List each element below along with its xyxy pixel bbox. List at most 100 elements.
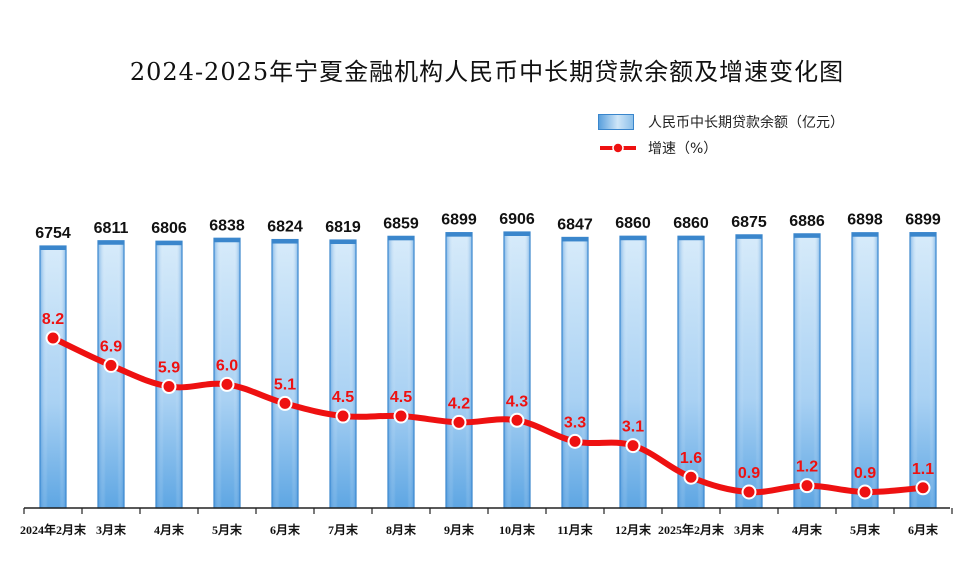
bar-cap — [214, 238, 240, 243]
bar-shade — [852, 232, 878, 508]
bar-shade — [156, 241, 182, 509]
bar-cap — [446, 232, 472, 237]
growth-point — [741, 484, 757, 500]
growth-point — [335, 408, 351, 424]
bar-cap — [736, 234, 762, 239]
growth-point — [219, 376, 235, 392]
bar-3 — [155, 240, 183, 509]
bar-10 — [561, 236, 589, 509]
growth-point — [799, 478, 815, 494]
bar-value-label: 6886 — [789, 213, 825, 230]
growth-point — [277, 395, 293, 411]
bar-shade — [272, 239, 298, 509]
bar-value-label: 6899 — [905, 212, 941, 229]
growth-value-label: 6.9 — [100, 338, 122, 355]
bar-value-label: 6898 — [847, 212, 883, 229]
bar-shade — [40, 246, 66, 508]
growth-point — [683, 469, 699, 485]
bar-13 — [735, 234, 763, 509]
x-tick-label: 3月末 — [734, 522, 765, 537]
bar-cap — [794, 233, 820, 238]
growth-point — [393, 408, 409, 424]
bar-value-label: 6806 — [151, 220, 187, 237]
legend-bar-swatch — [598, 114, 634, 130]
bar-shade — [388, 236, 414, 508]
bar-15 — [851, 232, 879, 509]
x-tick-label: 3月末 — [96, 522, 127, 537]
bar-shade — [910, 232, 936, 509]
bar-6 — [329, 239, 357, 509]
x-tick-label: 10月末 — [499, 522, 536, 537]
growth-value-label: 3.1 — [622, 419, 644, 436]
bar-4 — [213, 237, 241, 509]
x-tick-label: 4月末 — [154, 522, 185, 537]
growth-point — [915, 480, 931, 496]
x-tick-label: 6月末 — [908, 522, 939, 537]
bar-value-label: 6860 — [615, 215, 651, 232]
growth-value-label: 1.6 — [680, 450, 702, 467]
bar-value-label: 6811 — [94, 220, 129, 237]
bar-cap — [330, 240, 356, 245]
growth-value-label: 6.0 — [216, 357, 238, 374]
x-tick-label: 5月末 — [850, 522, 881, 537]
bar-value-label: 6819 — [325, 219, 361, 236]
bar-12 — [677, 235, 705, 509]
bar-shade — [562, 237, 588, 508]
bar-cap — [678, 236, 704, 241]
bar-shade — [446, 232, 472, 509]
bar-11 — [619, 235, 647, 509]
bar-9 — [503, 231, 531, 509]
bar-cap — [98, 240, 124, 245]
bar-7 — [387, 235, 415, 509]
bar-8 — [445, 232, 473, 509]
x-tick-label: 4月末 — [792, 522, 823, 537]
bar-2 — [97, 240, 125, 509]
growth-value-label: 4.2 — [448, 395, 470, 412]
x-tick-label: 5月末 — [212, 522, 243, 537]
growth-point — [509, 412, 525, 428]
labels-layer: 6754 6811 6806 6838 6824 6819 6859 6899 6906 6847… — [35, 211, 941, 482]
bar-cap — [40, 246, 66, 250]
bar-value-label: 6847 — [557, 216, 593, 233]
bar-cap — [562, 237, 588, 242]
bar-1 — [39, 245, 67, 509]
x-tick-label: 2024年2月末 — [20, 522, 87, 537]
growth-point — [567, 433, 583, 449]
bar-value-label: 6860 — [673, 215, 709, 232]
bar-value-label: 6754 — [35, 225, 71, 242]
bar-cap — [910, 232, 936, 237]
x-axis: 2024年2月末 3月末 4月末 5月末 6月末 7月末 8月末 9月末 10月末 11月末 12月… — [20, 507, 953, 537]
bar-5 — [271, 238, 299, 509]
growth-value-label: 4.5 — [332, 389, 354, 406]
x-tick-label: 2025年2月末 — [658, 522, 725, 537]
bar-cap — [852, 232, 878, 237]
bar-shade — [620, 236, 646, 508]
growth-point — [45, 330, 61, 346]
growth-value-label: 8.2 — [42, 311, 64, 328]
bar-shade — [794, 233, 820, 508]
chart-title: 2024-2025年宁夏金融机构人民币中长期贷款余额及增速变化图 — [129, 58, 845, 86]
x-tick-label: 8月末 — [386, 522, 417, 537]
x-tick-label: 6月末 — [270, 522, 301, 537]
growth-line-layer — [45, 330, 931, 500]
x-tick-label: 7月末 — [328, 522, 359, 537]
growth-value-label: 0.9 — [738, 465, 760, 482]
bars-layer — [39, 231, 937, 509]
growth-value-label: 1.1 — [912, 461, 934, 478]
x-tick-label: 9月末 — [444, 522, 475, 537]
legend-label-balance: 人民币中长期贷款余额（亿元） — [648, 115, 844, 131]
bar-shade — [330, 240, 356, 508]
bar-value-label: 6824 — [267, 219, 303, 236]
bar-shade — [736, 234, 762, 508]
bar-cap — [620, 236, 646, 241]
bar-value-label: 6906 — [499, 211, 535, 228]
growth-value-label: 0.9 — [854, 465, 876, 482]
bar-value-label: 6838 — [209, 217, 245, 234]
bar-cap — [156, 241, 182, 246]
growth-point — [161, 379, 177, 395]
growth-point — [103, 357, 119, 373]
growth-value-label: 1.2 — [796, 459, 818, 476]
bar-shade — [504, 232, 530, 508]
bar-value-label: 6875 — [731, 214, 767, 231]
